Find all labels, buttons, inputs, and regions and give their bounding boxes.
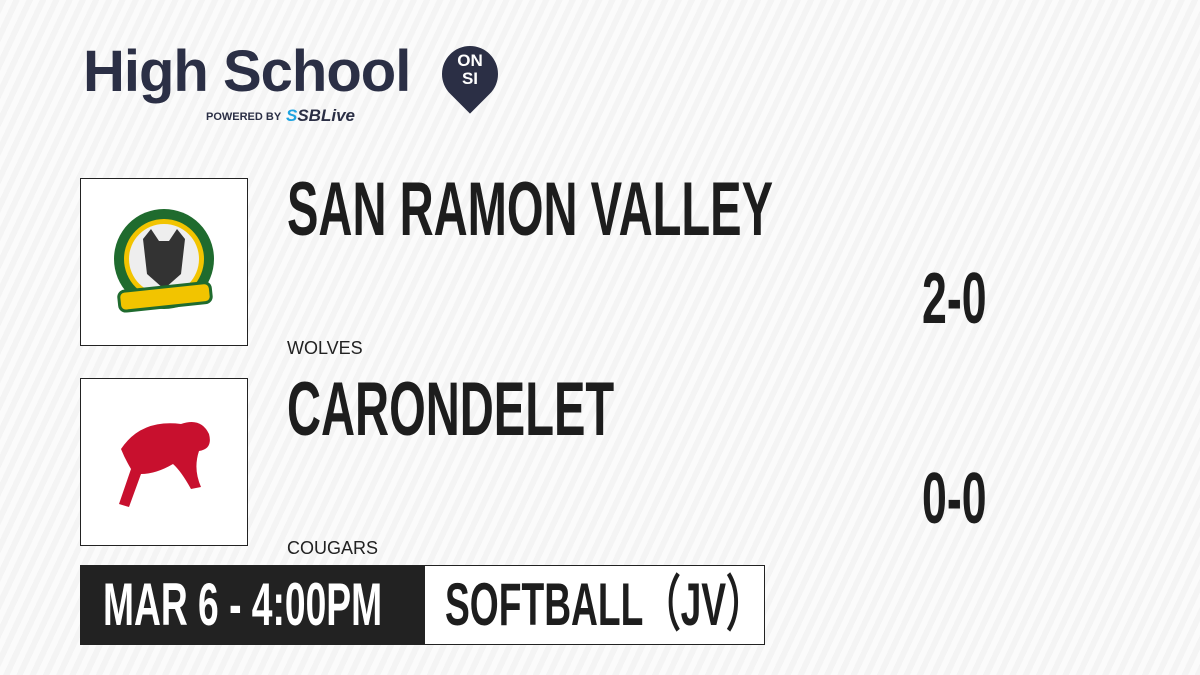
team-name-home: SAN RAMON VALLEY xyxy=(287,167,774,252)
team-logo-away xyxy=(80,378,248,546)
game-info-bar: MAR 6 - 4:00PM SOFTBALL（JV） xyxy=(80,565,765,645)
team-score-away: 0-0 xyxy=(922,459,987,539)
sblive-logo: SSBLive xyxy=(286,106,355,125)
datetime-panel: MAR 6 - 4:00PM xyxy=(81,566,425,644)
team-score-home: 2-0 xyxy=(922,259,987,339)
brand-title: High School xyxy=(83,39,411,104)
powered-by: POWERED BY xyxy=(206,111,282,123)
team-mascot-away: COUGARS xyxy=(287,538,379,558)
on-si-badge: ON SI xyxy=(457,51,483,88)
team-logo-home xyxy=(80,178,248,346)
cougar-logo-icon xyxy=(119,421,210,507)
team-name-away: CARONDELET xyxy=(287,367,615,452)
game-sport: SOFTBALL（JV） xyxy=(445,571,764,638)
game-datetime: MAR 6 - 4:00PM xyxy=(103,571,383,638)
wolf-logo-icon xyxy=(114,209,214,313)
team-mascot-home: WOLVES xyxy=(287,338,363,358)
